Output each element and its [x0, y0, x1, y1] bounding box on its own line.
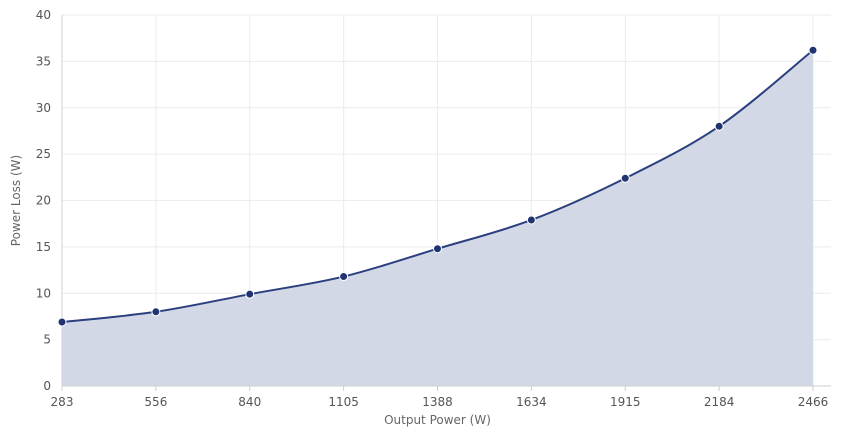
data-point-1	[151, 307, 161, 317]
y-tick-label-3: 15	[36, 240, 51, 254]
area-fill	[62, 50, 813, 387]
y-axis-label: Power Loss (W)	[9, 155, 23, 246]
data-points	[57, 45, 818, 327]
x-tick-label-0: 283	[51, 395, 74, 409]
data-point-0	[57, 317, 67, 327]
y-tick-label-7: 35	[36, 54, 51, 68]
y-tick-label-6: 30	[36, 101, 51, 115]
x-axis-label: Output Power (W)	[384, 413, 491, 427]
data-point-5	[526, 215, 536, 225]
x-tick-label-1: 556	[144, 395, 167, 409]
x-axis-ticks: 283 556 840 1105 1388 1634 1915 2184 2466	[51, 386, 829, 409]
x-tick-label-8: 2466	[798, 395, 829, 409]
data-point-8	[808, 45, 818, 55]
x-tick-label-6: 1915	[610, 395, 641, 409]
data-point-4	[433, 244, 442, 254]
x-tick-label-2: 840	[238, 395, 261, 409]
x-tick-label-3: 1105	[328, 395, 359, 409]
x-tick-label-5: 1634	[516, 395, 547, 409]
data-point-7	[714, 121, 724, 131]
y-tick-label-5: 25	[36, 147, 51, 161]
series-line	[61, 49, 814, 323]
y-tick-label-8: 40	[36, 8, 51, 22]
y-tick-label-4: 20	[36, 194, 51, 208]
y-tick-label-0: 0	[43, 379, 51, 393]
y-axis-ticks: 0 5 10 15 20 25 30 35 40	[36, 8, 51, 393]
x-tick-label-7: 2184	[704, 395, 735, 409]
y-tick-label-2: 10	[36, 286, 51, 300]
data-point-2	[245, 289, 255, 299]
data-point-3	[339, 272, 349, 282]
y-tick-label-1: 5	[43, 333, 51, 347]
data-point-6	[620, 173, 630, 183]
x-tick-label-4: 1388	[422, 395, 453, 409]
